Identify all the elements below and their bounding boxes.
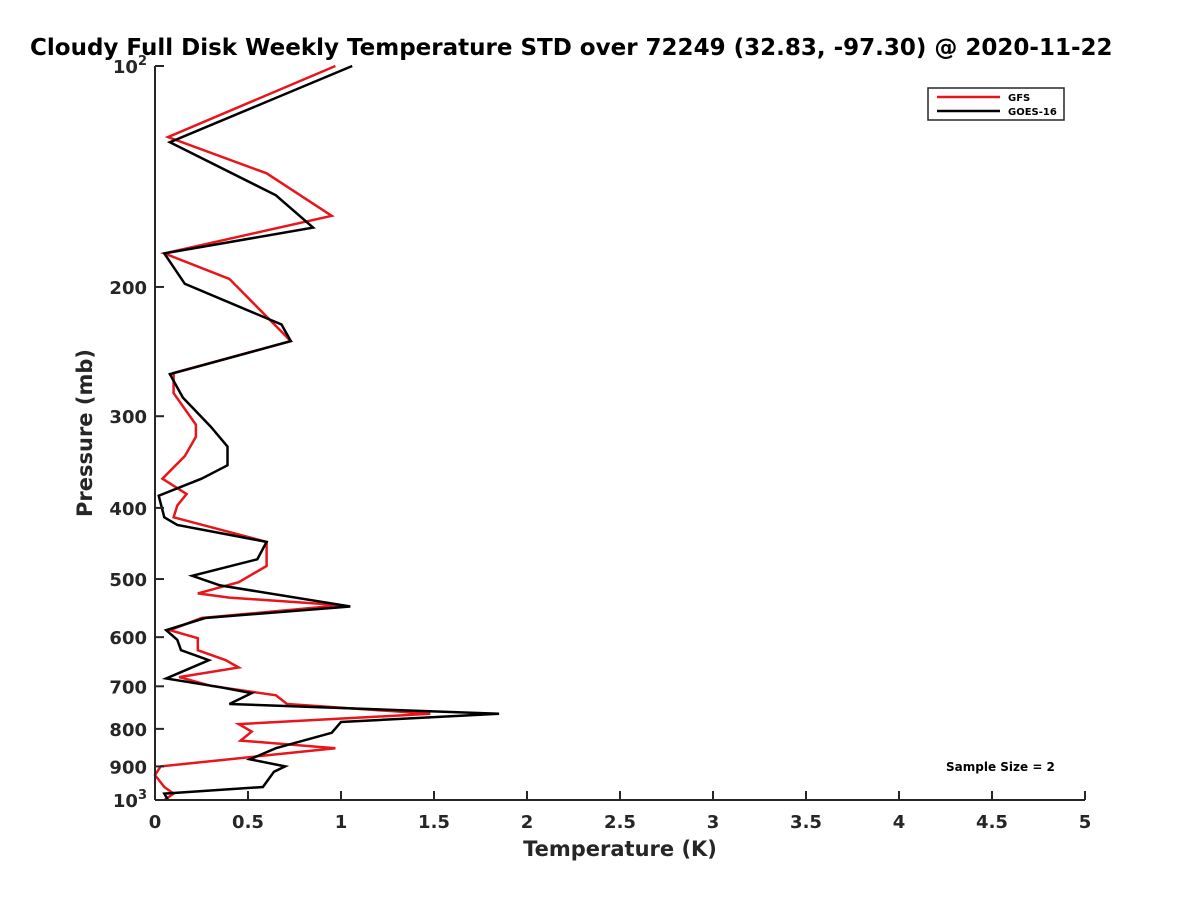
y-tick-label: 500: [109, 570, 147, 591]
x-tick-label: 4: [893, 812, 906, 833]
series-line-goes16: [157, 64, 500, 801]
y-tick-label: 900: [109, 757, 147, 778]
x-tick-label: 3: [707, 812, 720, 833]
axes: [154, 66, 1085, 801]
chart-title: Cloudy Full Disk Weekly Temperature STD …: [30, 35, 1113, 61]
y-tick-label: 102: [113, 54, 147, 78]
legend: GFS GOES-16: [927, 87, 1065, 121]
x-tick-label: 3.5: [790, 812, 822, 833]
x-tick-label: 1: [335, 812, 348, 833]
x-tick-label: 2: [521, 812, 534, 833]
x-axis-ticks: 0 0.5 1 1.5 2 2.5 3 3.5 4 4.5 5: [149, 791, 1092, 833]
x-tick-label: 1.5: [418, 812, 450, 833]
y-tick-label: 200: [109, 278, 147, 299]
y-axis-label: Pressure (mb): [73, 349, 97, 517]
sample-size-annotation: Sample Size = 2: [946, 760, 1055, 774]
legend-box: [927, 87, 1065, 121]
x-tick-label: 4.5: [976, 812, 1008, 833]
y-tick-label: 400: [109, 499, 147, 520]
y-tick-label: 800: [109, 720, 147, 741]
x-tick-label: 0: [149, 812, 162, 833]
y-tick-label: 600: [109, 628, 147, 649]
y-tick-label: 300: [109, 407, 147, 428]
x-tick-label: 2.5: [604, 812, 636, 833]
x-axis-label: Temperature (K): [523, 837, 717, 861]
legend-label-gfs: GFS: [1008, 93, 1030, 104]
y-tick-label: 700: [109, 677, 147, 698]
series-layer: [153, 64, 500, 802]
legend-label-goes16: GOES-16: [1008, 107, 1057, 118]
y-tick-label: 103: [113, 788, 147, 812]
series-line-gfs: [153, 64, 431, 802]
y-axis-ticks: 102 200 300 400 500 600 700 800 900 103: [109, 54, 164, 812]
x-tick-label: 5: [1079, 812, 1092, 833]
x-tick-label: 0.5: [232, 812, 264, 833]
